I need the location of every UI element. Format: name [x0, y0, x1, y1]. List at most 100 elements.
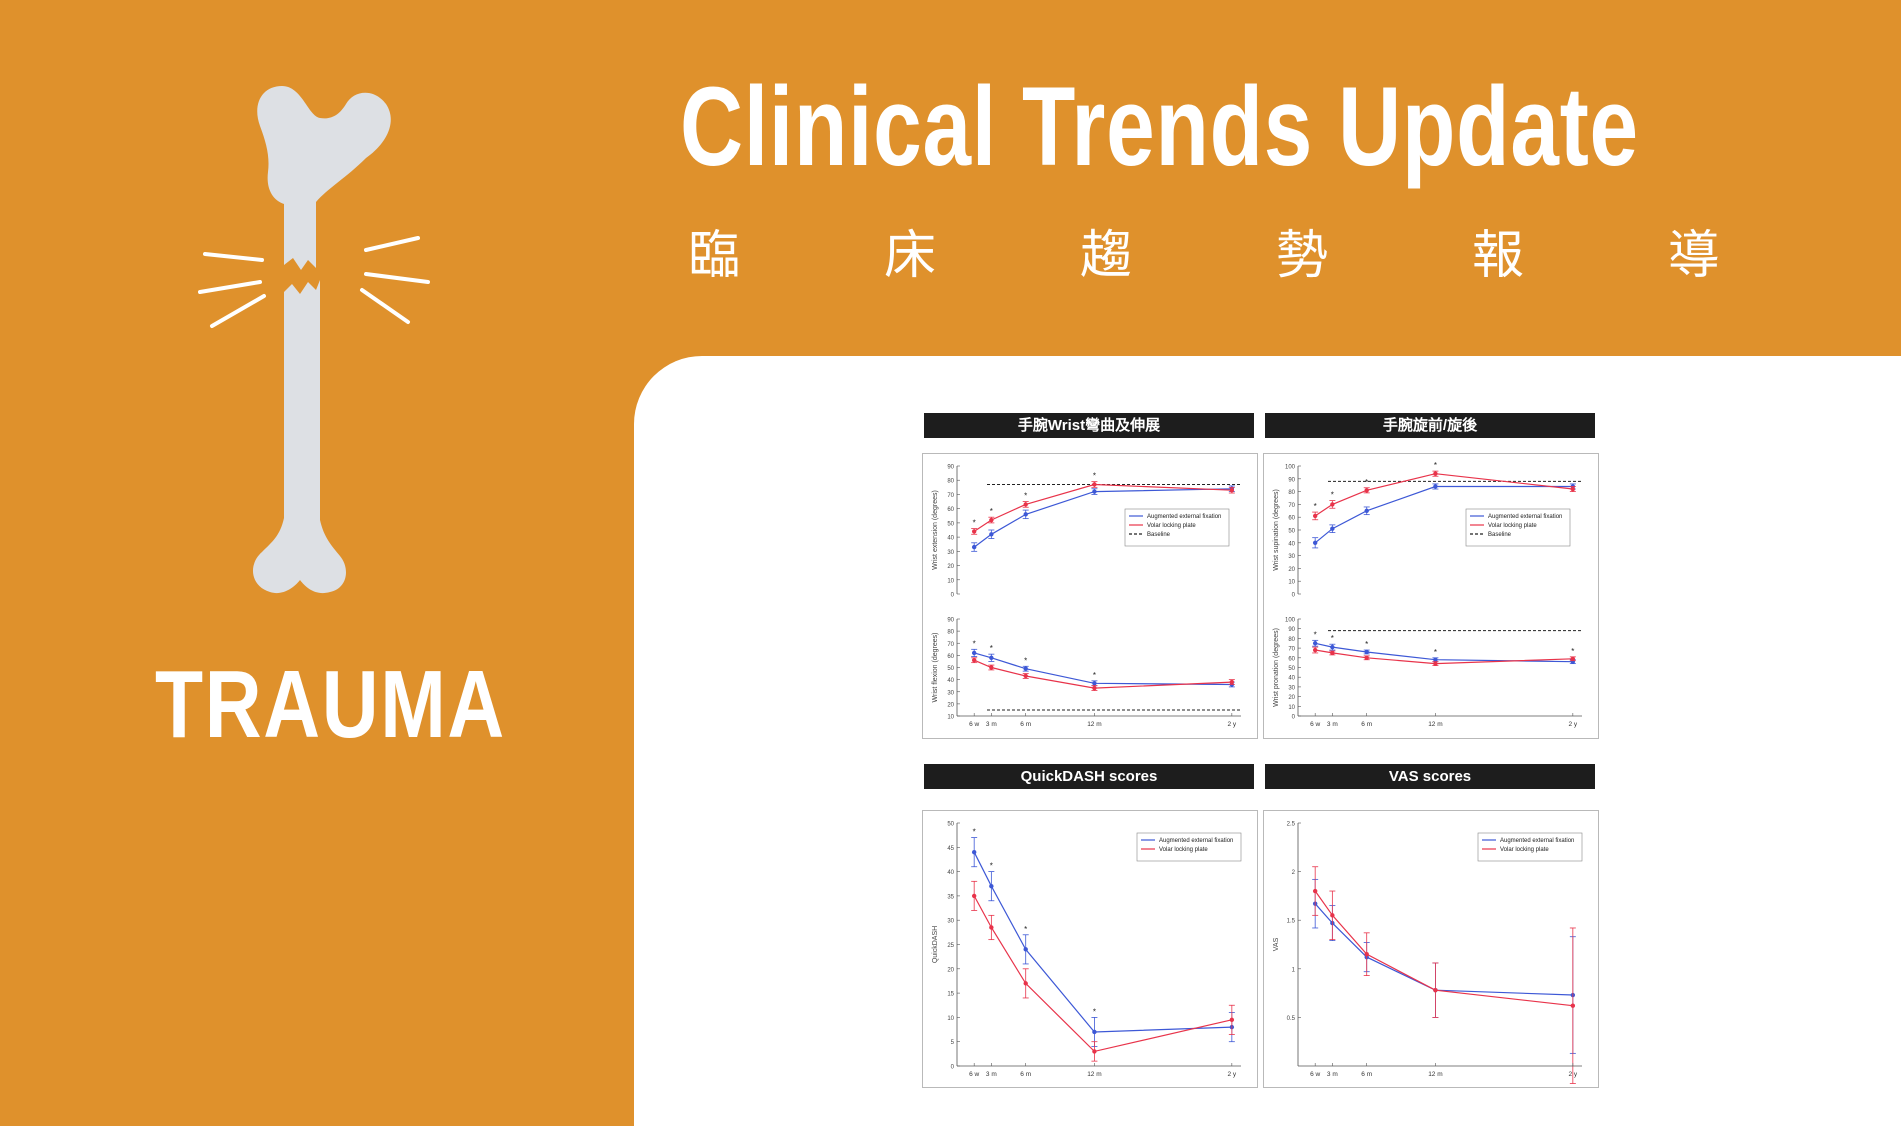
data-point [1023, 673, 1028, 679]
y-tick-label: 100 [1285, 465, 1296, 471]
significance-mark: * [1365, 478, 1368, 487]
y-axis-label: Wrist extension (degrees) [932, 490, 939, 570]
significance-mark: * [1571, 647, 1574, 656]
y-tick-label: 45 [947, 846, 954, 852]
category-label: TRAUMA [155, 651, 506, 758]
data-point [1092, 1049, 1097, 1054]
series-line [1315, 642, 1573, 663]
data-point [1364, 649, 1369, 655]
x-tick-label: 3 m [1327, 1071, 1338, 1078]
legend-box [1477, 832, 1583, 862]
data-point [1433, 484, 1438, 489]
data-point [971, 893, 977, 899]
chart-vas: 0.5 1 1.5 2 2.5 VAS 6 w 3 m 6 m 12 m 2 y Augmented … [1263, 810, 1599, 1088]
data-point [1092, 489, 1097, 494]
data-point [1092, 1029, 1097, 1035]
significance-mark: * [1314, 630, 1317, 639]
y-tick-label: 40 [947, 536, 954, 542]
y-tick-label: 50 [947, 822, 954, 828]
x-tick-label: 6 w [1310, 1071, 1320, 1078]
chart-wrist-flexion: 0 10 20 30 40 50 60 70 80 90 Wrist extension (degr… [922, 453, 1258, 739]
y-tick-label: 0 [951, 593, 955, 599]
data-point [1092, 681, 1097, 686]
y-tick-label: 60 [1288, 516, 1295, 522]
y-tick-label: 50 [947, 666, 954, 672]
x-tick-label: 6 m [1020, 721, 1031, 728]
data-point [989, 655, 994, 660]
y-axis-label: Wrist supination (degrees) [1273, 489, 1280, 571]
data-point [1570, 486, 1576, 492]
data-point [1312, 513, 1318, 519]
x-tick-label: 2 y [1228, 721, 1237, 728]
data-point [971, 529, 977, 534]
x-tick-label: 12 m [1087, 1071, 1101, 1078]
series-line [974, 652, 1232, 686]
data-point [1023, 502, 1028, 507]
legend-label: Augmented external fixation [1500, 838, 1574, 844]
panel-header-vas: VAS scores [1265, 764, 1595, 789]
data-point [1433, 987, 1438, 993]
subtitle-char: 臨 [688, 226, 741, 286]
significance-mark: * [973, 519, 976, 528]
y-tick-label: 2 [1292, 870, 1296, 876]
data-point [1312, 641, 1318, 646]
data-point [1330, 650, 1335, 656]
y-axis-label: QuickDASH [932, 926, 939, 963]
y-tick-label: 60 [947, 654, 954, 660]
legend-label: Augmented external fixation [1159, 838, 1233, 844]
legend-label: Volar locking plate [1500, 847, 1549, 853]
y-tick-label: 100 [1285, 618, 1296, 624]
x-tick-label: 6 m [1361, 721, 1372, 728]
x-tick-label: 2 y [1569, 721, 1578, 728]
legend-label: Volar locking plate [1147, 523, 1196, 529]
y-tick-label: 20 [947, 967, 954, 973]
panel-header-quickdash: QuickDASH scores [924, 764, 1254, 789]
data-point [989, 517, 994, 523]
data-point [971, 544, 977, 550]
significance-mark: * [1093, 472, 1096, 481]
data-point [1312, 540, 1318, 545]
panel-header-wrist-rotation: 手腕旋前/旋後 [1265, 413, 1595, 438]
chart-wrist-flexion-svg: 0 10 20 30 40 50 60 70 80 90 Wrist extension (degr… [932, 465, 1241, 728]
y-tick-label: 10 [947, 1016, 954, 1022]
data-point [1364, 508, 1369, 513]
significance-mark: * [1024, 925, 1027, 934]
x-tick-label: 3 m [1327, 721, 1338, 728]
series-line [1314, 903, 1573, 996]
y-tick-label: 35 [947, 894, 954, 900]
y-tick-label: 40 [1288, 676, 1295, 682]
legend-label: Volar locking plate [1159, 847, 1208, 853]
chart-quickdash-svg: 0 5 10 15 20 25 30 35 40 45 50 QuickDASH * * * * 6 w 3 m 6… [932, 822, 1242, 1078]
x-tick-label: 6 w [1310, 721, 1320, 728]
legend-box [1124, 508, 1230, 547]
data-point [1330, 526, 1335, 531]
y-tick-label: 1 [1292, 967, 1296, 973]
significance-mark: * [1331, 491, 1334, 500]
y-tick-label: 0 [1292, 593, 1296, 599]
x-tick-label: 12 m [1428, 1071, 1442, 1078]
significance-mark: * [1434, 648, 1437, 657]
y-tick-label: 20 [947, 702, 954, 708]
legend-box [1136, 832, 1242, 862]
subtitle-char: 趨 [1079, 226, 1132, 286]
y-tick-label: 80 [1288, 637, 1295, 643]
y-tick-label: 50 [947, 521, 954, 527]
data-point [1023, 981, 1028, 986]
y-tick-label: 0 [1292, 715, 1296, 721]
data-point [971, 650, 977, 656]
data-point [971, 849, 977, 855]
significance-mark: * [990, 862, 993, 871]
chart-quickdash: 0 5 10 15 20 25 30 35 40 45 50 QuickDASH * * * * 6 w 3 m 6… [922, 810, 1258, 1088]
y-tick-label: 40 [947, 678, 954, 684]
significance-mark: * [1314, 502, 1317, 511]
x-tick-label: 12 m [1428, 721, 1442, 728]
x-tick-label: 2 y [1569, 1071, 1578, 1078]
panel-header-wrist-flexion: 手腕Wrist彎曲及伸展 [924, 413, 1254, 438]
significance-mark: * [973, 639, 976, 648]
data-point [1433, 661, 1438, 666]
y-axis-label: VAS [1273, 937, 1280, 951]
legend-label: Augmented external fixation [1147, 514, 1221, 520]
subtitle-char: 報 [1471, 226, 1524, 286]
y-axis-label: Wrist flexion (degrees) [932, 633, 939, 703]
